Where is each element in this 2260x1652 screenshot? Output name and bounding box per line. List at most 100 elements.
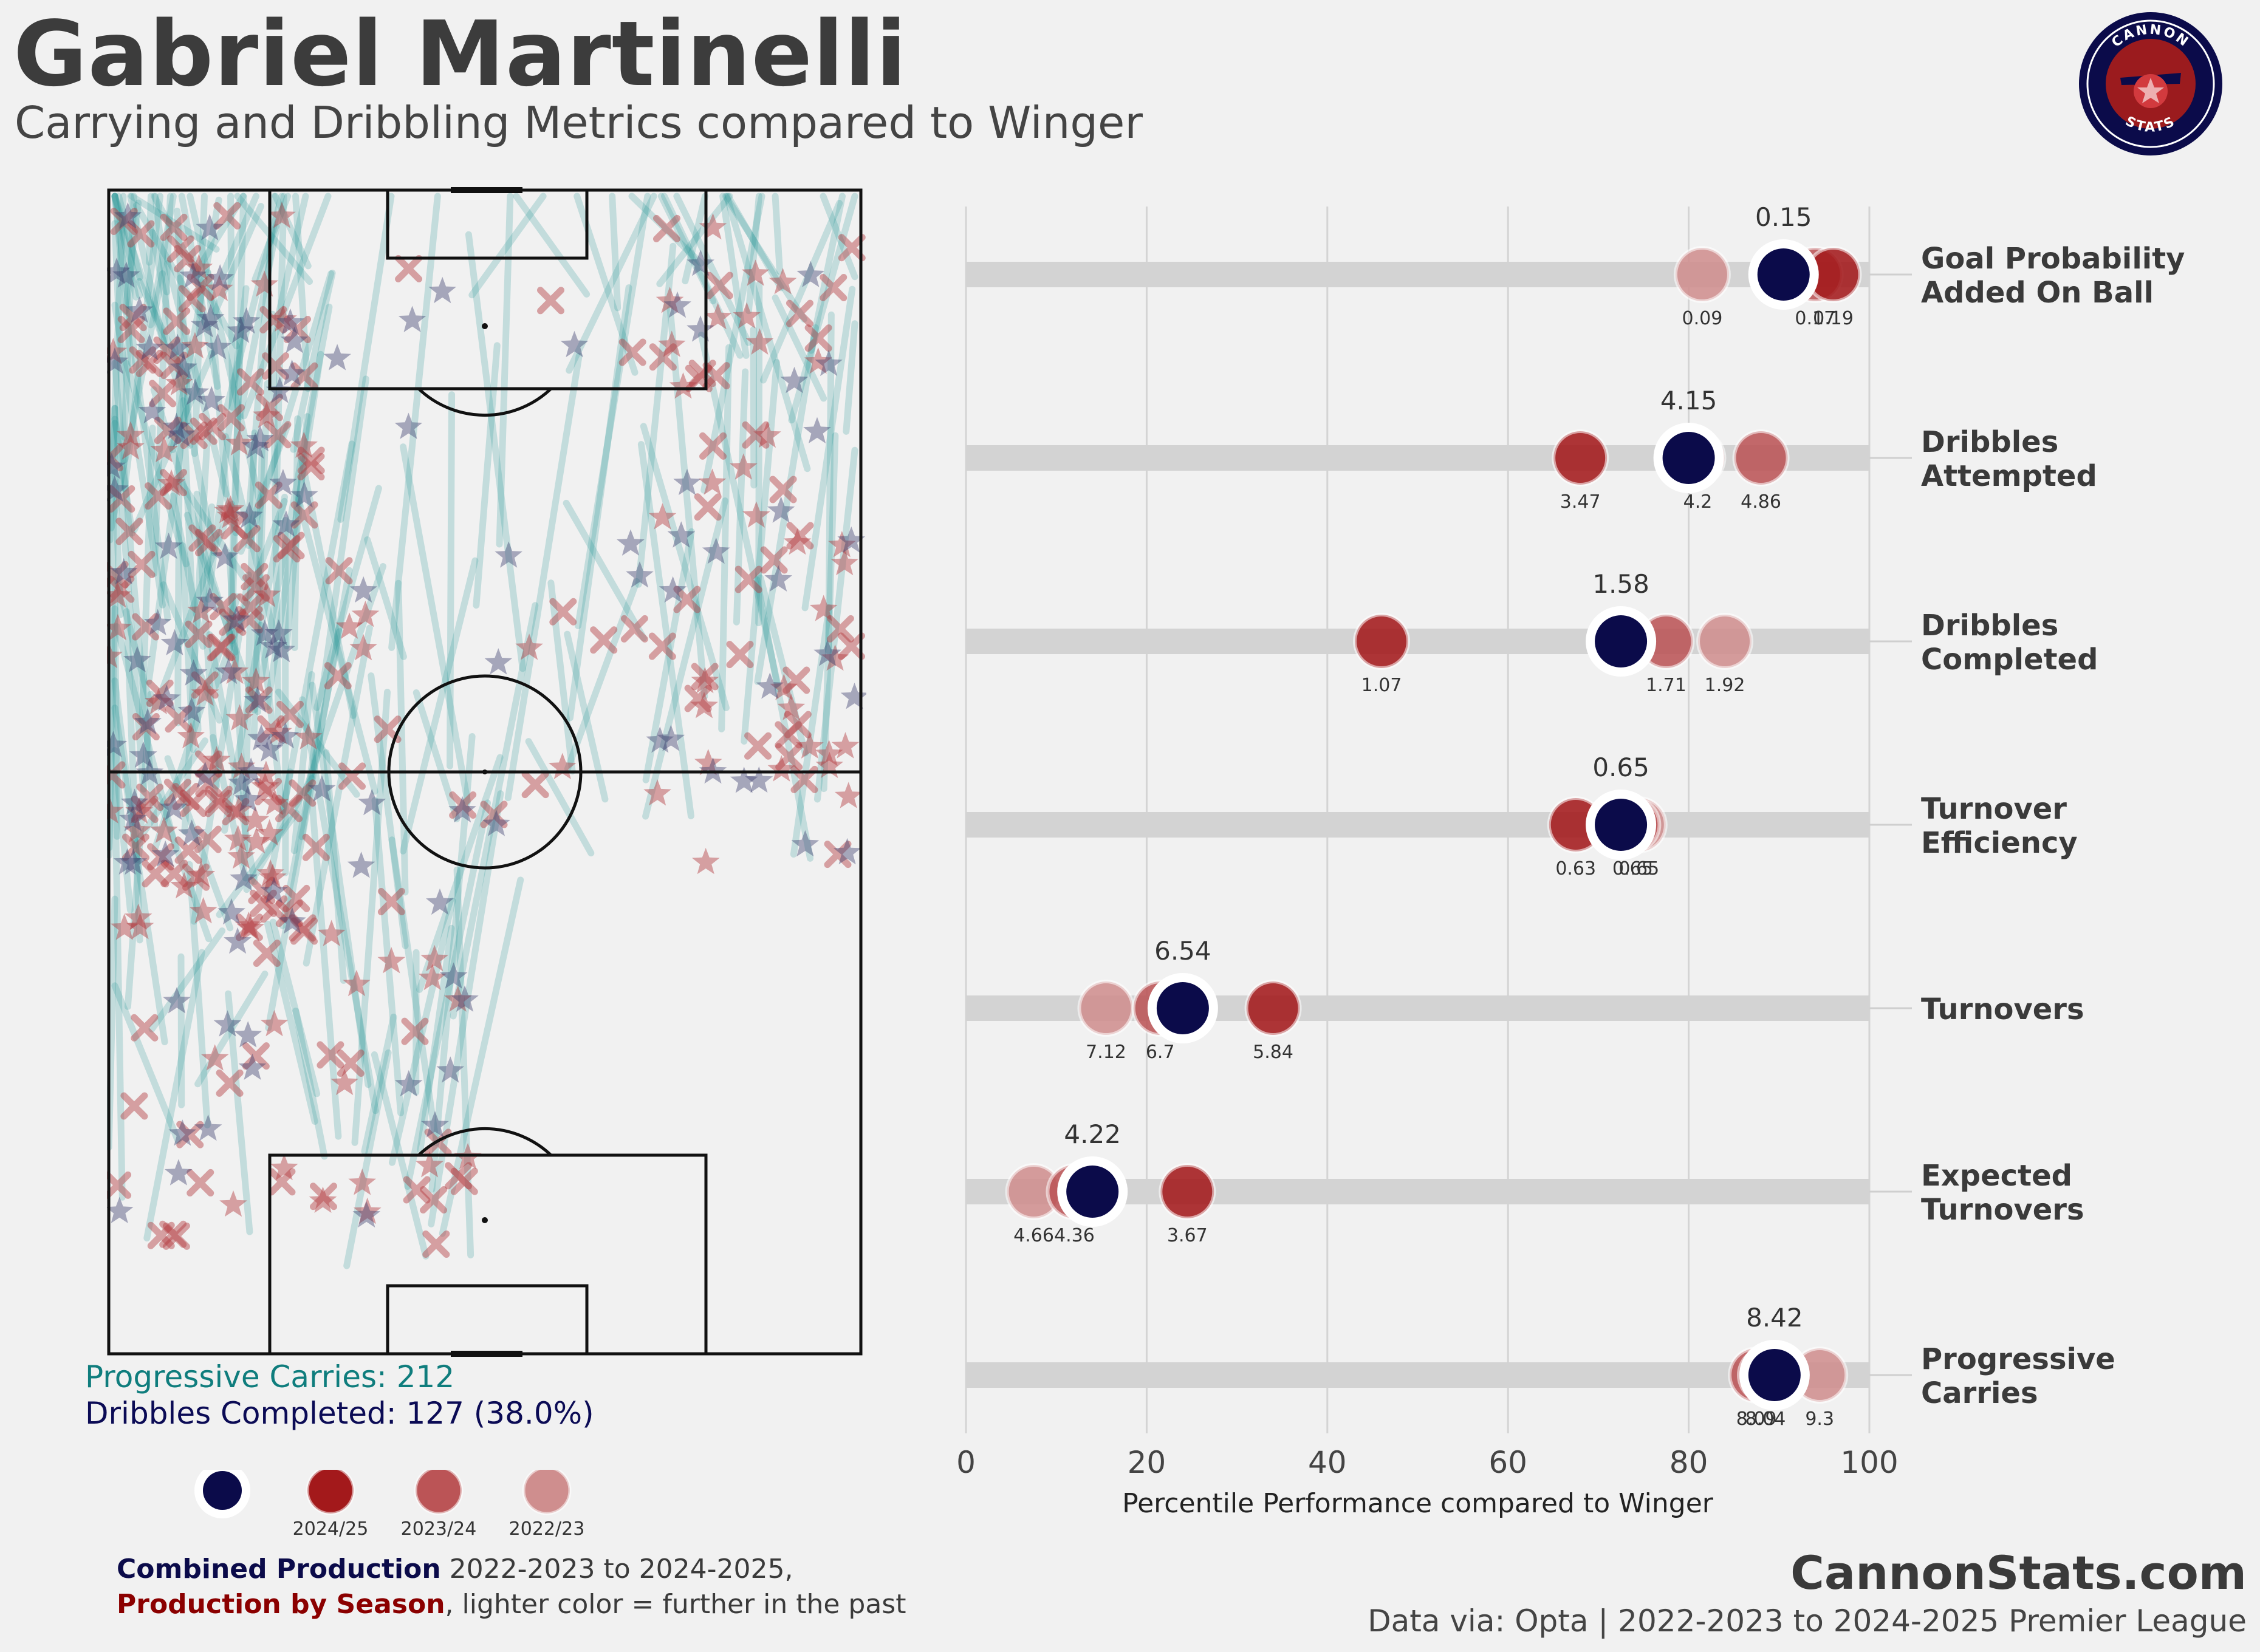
- dribble-failed-marker: [259, 305, 287, 333]
- metric-label: Dribbles: [1921, 609, 2058, 643]
- dribble-failed-marker: [216, 1069, 244, 1097]
- dribble-failed-marker: [195, 770, 223, 797]
- progressive-carry: [361, 1013, 397, 1155]
- dribble-failed-marker: [159, 1220, 187, 1248]
- combined-dot: [1595, 799, 1648, 851]
- dribble-failed-marker: [132, 713, 160, 741]
- season-dot: [1159, 1163, 1216, 1220]
- dribble-completed-marker: [439, 962, 468, 989]
- dribble-failed-marker: [297, 446, 325, 474]
- dribble-completed-marker: [247, 724, 275, 751]
- progressive-carry: [428, 790, 504, 1227]
- dribble-completed-marker: [162, 412, 191, 439]
- dribble-completed-marker: [833, 838, 861, 865]
- dribble-completed-marker: [271, 722, 300, 749]
- dribble-completed-marker: [119, 805, 147, 831]
- dribble-attempt-marker: [270, 1153, 298, 1181]
- dribble-completed-marker: [234, 785, 262, 812]
- progressive-carry: [222, 433, 276, 632]
- dribble-attempt-marker: [110, 913, 139, 940]
- dribble-failed-marker: [185, 620, 213, 648]
- progressive-carry: [753, 576, 814, 862]
- dribble-failed-marker: [290, 362, 318, 390]
- progressive-carry: [813, 446, 858, 803]
- dribble-failed-marker: [786, 299, 813, 327]
- progressive-carry: [292, 1008, 328, 1160]
- dribble-completed-marker: [114, 202, 142, 229]
- season-value-label: 3.67: [1167, 1225, 1208, 1246]
- dribble-failed-marker: [242, 574, 270, 602]
- progressive-carry: [790, 604, 833, 858]
- dribble-failed-marker: [309, 1183, 337, 1210]
- progressive-carry: [225, 990, 253, 1235]
- top-penalty-spot: [482, 323, 488, 329]
- progressive-carry: [226, 553, 247, 807]
- dribble-failed-marker: [117, 315, 145, 343]
- season-value-label: 0.19: [1813, 308, 1854, 329]
- progressive-carry: [191, 571, 252, 925]
- progressive-carry: [113, 623, 180, 853]
- progressive-carry: [178, 193, 221, 390]
- dribble-attempt-marker: [741, 259, 770, 286]
- dribble-failed-marker: [255, 481, 282, 509]
- dribble-completed-marker: [165, 1159, 193, 1186]
- dribble-completed-marker: [347, 852, 375, 878]
- progressive-carry: [657, 193, 717, 305]
- progressive-carry: [682, 193, 709, 285]
- dribble-completed-marker: [135, 333, 163, 361]
- dribble-attempt-marker: [294, 723, 323, 749]
- dribble-completed-marker: [323, 344, 351, 370]
- dribble-failed-marker: [222, 797, 250, 825]
- x-tick-label: 0: [956, 1445, 976, 1480]
- dribble-failed-marker: [205, 785, 233, 813]
- dribble-completed-marker: [791, 830, 820, 857]
- progressive-carry: [609, 193, 622, 312]
- progressive-carry: [225, 316, 245, 660]
- season-value-label: 4.66: [1013, 1225, 1054, 1246]
- progressive-carry: [265, 567, 353, 1032]
- dribble-failed-marker: [205, 790, 233, 817]
- progressive-carry: [371, 797, 405, 1116]
- dribble-attempt-marker: [236, 913, 265, 941]
- dribble-attempt-marker: [669, 372, 697, 399]
- dribble-failed-marker: [824, 841, 852, 869]
- progressive-carry: [279, 628, 343, 929]
- dribble-completed-marker: [272, 510, 300, 537]
- dribble-failed-marker: [826, 615, 854, 643]
- progressive-carry: [264, 350, 324, 711]
- dribble-failed-marker: [325, 557, 353, 585]
- progressive-carry: [417, 924, 455, 1153]
- dribble-attempt-marker: [224, 825, 252, 852]
- dribble-attempt-marker: [126, 913, 154, 940]
- progressive-carry: [147, 193, 177, 329]
- bottom-penalty-spot: [482, 1217, 488, 1223]
- dribble-completed-marker: [224, 927, 252, 954]
- dribble-failed-marker: [521, 771, 549, 799]
- dribble-completed-marker: [280, 326, 309, 353]
- progressive-carry: [128, 193, 220, 253]
- dribble-completed-marker: [482, 810, 510, 836]
- dribble-failed-marker: [145, 482, 173, 510]
- progressive-carry: [468, 193, 547, 299]
- dribble-failed-marker: [804, 324, 832, 352]
- dribble-failed-marker: [290, 917, 318, 945]
- progressive-carry: [111, 301, 166, 609]
- dribble-completed-marker: [134, 708, 162, 735]
- progressive-carry: [124, 691, 154, 1010]
- dribble-attempt-marker: [107, 338, 128, 364]
- season-dot: [1732, 429, 1790, 486]
- progressive-carry: [563, 499, 647, 642]
- dribble-failed-marker: [135, 349, 163, 377]
- dribble-completed-marker: [276, 308, 304, 335]
- dribble-failed-marker: [129, 346, 157, 374]
- dribble-failed-marker: [131, 796, 159, 824]
- progressive-carry: [279, 440, 355, 819]
- dribble-attempt-marker: [831, 732, 860, 759]
- dribble-attempt-marker: [150, 816, 178, 843]
- metric-track: [966, 262, 1869, 287]
- dribble-completed-marker: [687, 315, 714, 342]
- dribble-attempt-marker: [796, 732, 824, 759]
- dribble-completed-marker: [228, 768, 256, 796]
- dribble-failed-marker: [149, 380, 177, 408]
